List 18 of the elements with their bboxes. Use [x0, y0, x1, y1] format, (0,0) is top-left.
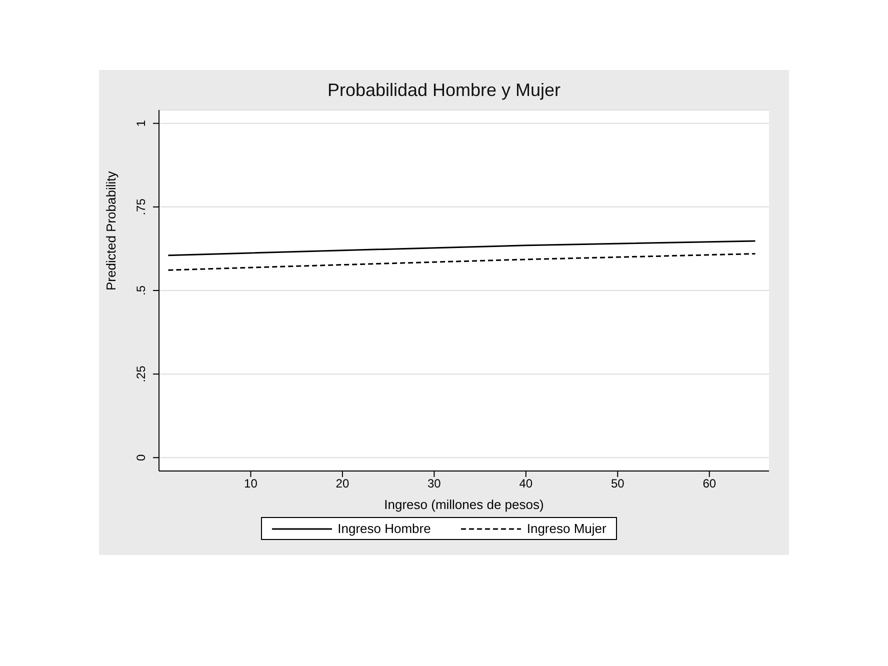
y-axis-title: Predicted Probability [104, 170, 119, 290]
y-tick-label: 0 [134, 454, 148, 461]
x-tick-label: 20 [336, 476, 350, 491]
line-series [167, 240, 756, 256]
y-tick-label: .5 [134, 285, 148, 296]
y-tick-label: 1 [134, 120, 148, 127]
y-tick-label: .75 [134, 198, 148, 216]
legend-label: Ingreso Mujer [526, 521, 606, 536]
x-axis-title: Ingreso (millones de pesos) [384, 497, 544, 512]
line-series [167, 252, 756, 271]
x-tick-label: 10 [244, 476, 258, 491]
y-tick-label: .25 [134, 365, 148, 382]
x-tick-label: 50 [610, 476, 625, 491]
legend-label: Ingreso Hombre [338, 521, 431, 536]
x-tick-label: 30 [428, 476, 442, 491]
chart-title: Probabilidad Hombre y Mujer [326, 80, 562, 101]
x-tick-label: 40 [519, 476, 533, 491]
x-tick-label: 60 [702, 476, 716, 491]
